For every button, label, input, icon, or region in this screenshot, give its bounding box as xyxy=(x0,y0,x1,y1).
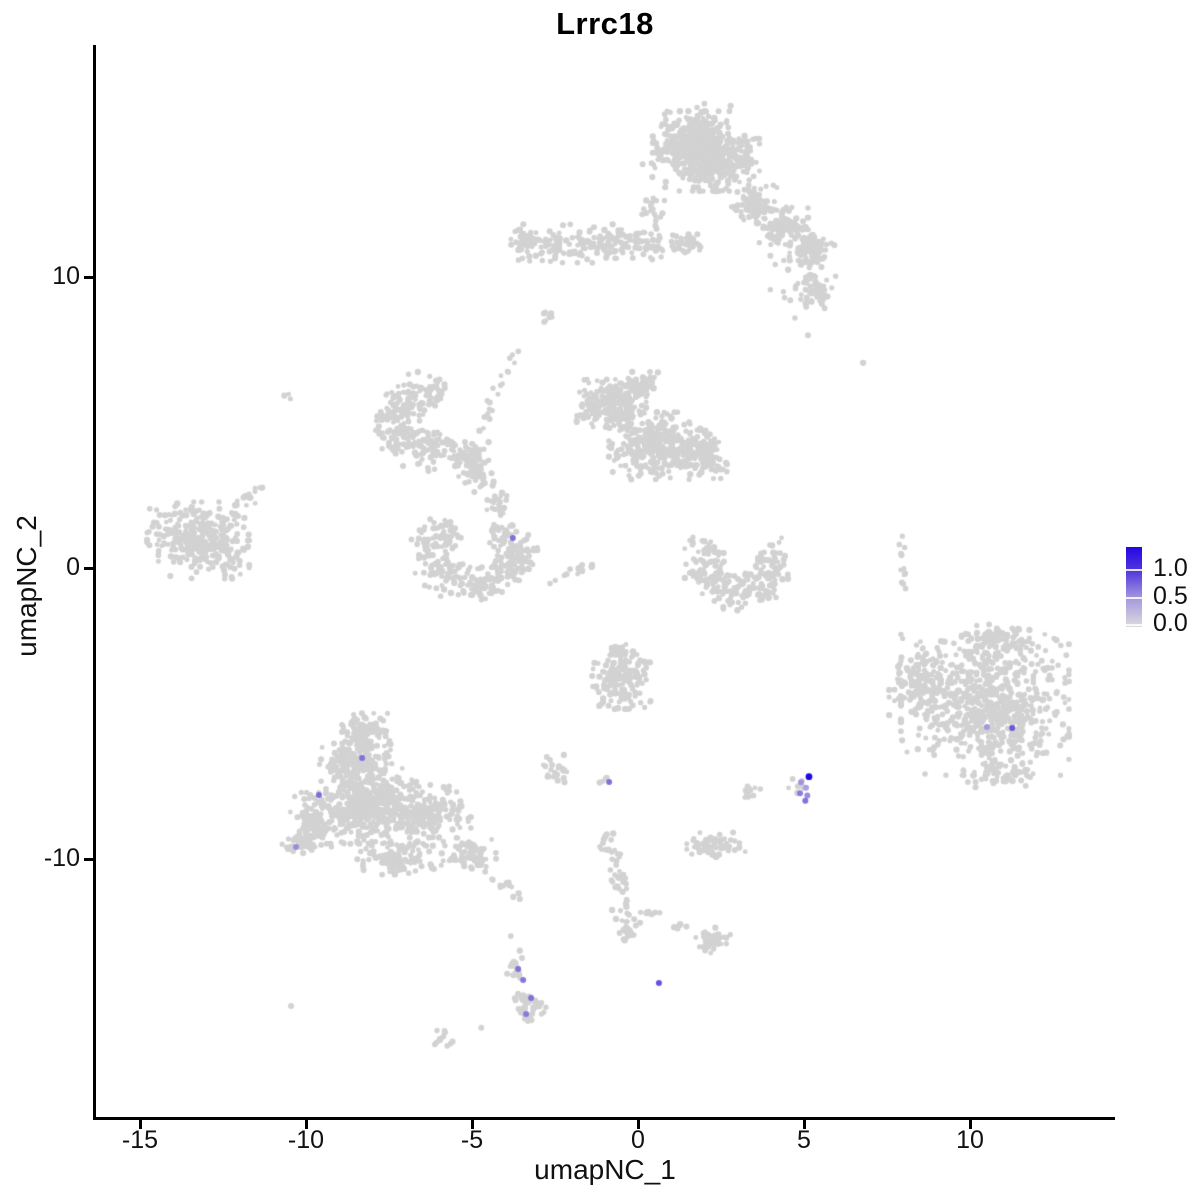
y-axis-line xyxy=(93,45,96,1120)
x-tick-mark xyxy=(636,1120,640,1129)
y-tick-mark xyxy=(84,857,93,861)
x-axis-line xyxy=(93,1117,1115,1120)
plot-title: Lrrc18 xyxy=(556,6,654,41)
y-axis-title: umapNC_2 xyxy=(11,515,42,657)
x-tick-label: -10 xyxy=(287,1126,325,1154)
x-tick-label: -5 xyxy=(460,1126,484,1154)
colorbar-label: 0.5 xyxy=(1153,582,1188,610)
x-tick-mark xyxy=(968,1120,972,1129)
x-tick-label: 10 xyxy=(956,1126,984,1154)
colorbar-tick xyxy=(1126,597,1142,599)
y-tick-label: -10 xyxy=(43,844,80,872)
colorbar-tick xyxy=(1126,624,1142,626)
colorbar-legend: 1.0 0.5 0.0 xyxy=(1126,547,1188,637)
x-tick-label: -15 xyxy=(121,1126,159,1154)
x-tick-label: 0 xyxy=(631,1126,645,1154)
x-axis-title: umapNC_1 xyxy=(534,1154,676,1185)
x-tick-mark xyxy=(802,1120,806,1129)
y-tick-mark xyxy=(84,275,93,279)
x-tick-label: 5 xyxy=(797,1126,811,1154)
colorbar-label: 0.0 xyxy=(1153,609,1188,637)
umap-scatter-canvas xyxy=(95,45,1115,1117)
colorbar-tick xyxy=(1126,569,1142,571)
colorbar-gradient xyxy=(1126,547,1142,627)
x-tick-mark xyxy=(138,1120,142,1129)
y-tick-label: 10 xyxy=(52,262,80,290)
y-tick-mark xyxy=(84,566,93,570)
y-tick-label: 0 xyxy=(66,553,80,581)
x-tick-mark xyxy=(304,1120,308,1129)
x-tick-mark xyxy=(470,1120,474,1129)
colorbar-label: 1.0 xyxy=(1153,554,1188,582)
